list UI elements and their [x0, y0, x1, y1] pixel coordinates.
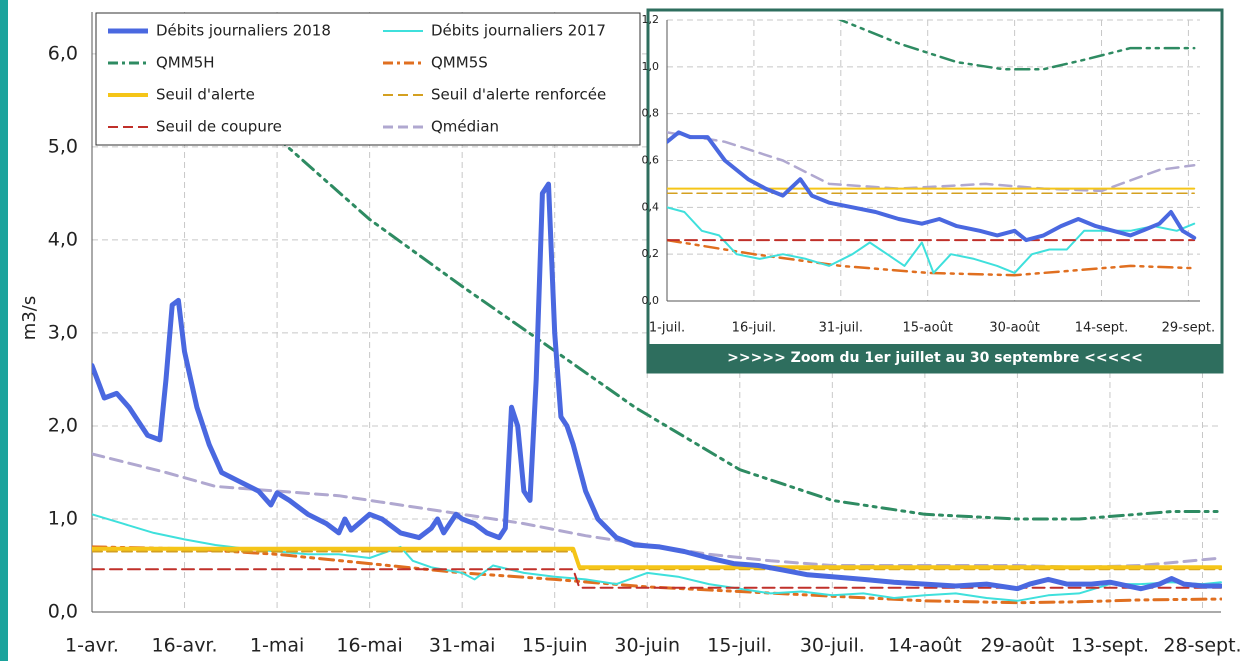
legend-label: QMM5S — [431, 54, 488, 72]
series-line — [92, 545, 1222, 605]
x-tick-label: 30-juil. — [800, 635, 865, 657]
series-line — [667, 206, 1196, 274]
x-tick-label: 31-juil. — [819, 321, 863, 336]
x-tick-label: 13-sept. — [1071, 635, 1149, 657]
y-tick-label: 3,0 — [48, 321, 78, 343]
legend-label: QMM5H — [156, 54, 215, 72]
x-tick-label: 30-août — [989, 321, 1040, 336]
y-tick-label: 0,0 — [642, 294, 660, 307]
y-tick-label: 0,4 — [642, 200, 660, 213]
series-line — [244, 108, 1222, 521]
x-tick-label: 28-sept. — [1163, 635, 1241, 657]
x-tick-label: 16-mai — [336, 635, 402, 657]
series-line — [92, 568, 1222, 589]
y-tick-label: 1,0 — [48, 507, 78, 529]
series-line — [92, 513, 1222, 602]
series-line — [667, 130, 1197, 243]
x-tick-label: 15-août — [902, 321, 953, 336]
legend-label: Seuil de coupure — [156, 118, 282, 136]
inset-chart: >>>>> Zoom du 1er juillet au 30 septembr… — [642, 8, 1224, 374]
legend-label: Débits journaliers 2017 — [431, 22, 606, 40]
y-tick-label: 6,0 — [48, 42, 78, 64]
legend-label: Qmédian — [431, 118, 499, 136]
y-tick-label: 1,0 — [642, 60, 660, 73]
legend-label: Débits journaliers 2018 — [156, 22, 331, 40]
x-tick-label: 14-août — [888, 635, 962, 657]
caption-bar — [648, 344, 1222, 372]
series-line — [838, 20, 1196, 71]
y-tick-label: 0,0 — [48, 601, 78, 623]
x-tick-label: 14-sept. — [1075, 321, 1129, 336]
x-tick-label: 29-août — [981, 635, 1055, 657]
legend-box — [95, 12, 641, 146]
y-tick-label: 0,8 — [642, 107, 660, 120]
x-tick-label: 1-mai — [250, 635, 304, 657]
x-tick-label: 16-juil. — [732, 321, 776, 336]
x-tick-label: 31-mai — [429, 635, 495, 657]
inset-frame — [646, 8, 1224, 374]
y-axis-label: m3/s — [19, 296, 40, 340]
x-tick-label: 1-avr. — [65, 635, 119, 657]
inset-title: >>>>> Zoom du 1er juillet au 30 septembr… — [727, 350, 1143, 366]
x-tick-label: 15-juil. — [707, 635, 772, 657]
x-tick-label: 30-juin — [614, 635, 680, 657]
x-tick-label: 15-juin — [522, 635, 588, 657]
x-tick-label: 16-avr. — [152, 635, 218, 657]
side-strip — [0, 0, 8, 661]
series-line — [667, 131, 1196, 193]
y-tick-label: 4,0 — [48, 228, 78, 250]
y-tick-label: 5,0 — [48, 135, 78, 157]
series-line — [92, 181, 1222, 592]
series-line — [92, 452, 1222, 569]
legend-label: Seuil d'alerte — [156, 86, 255, 104]
y-tick-label: 1,2 — [642, 13, 660, 26]
y-tick-label: 2,0 — [48, 414, 78, 436]
series-line — [667, 238, 1196, 277]
series-line — [92, 546, 1222, 570]
legend-label: Seuil d'alerte renforcée — [431, 86, 606, 104]
x-tick-label: 1-juil. — [649, 321, 685, 336]
y-tick-label: 0,6 — [642, 154, 660, 167]
x-tick-label: 29-sept. — [1162, 321, 1216, 336]
y-tick-label: 0,2 — [642, 247, 660, 260]
